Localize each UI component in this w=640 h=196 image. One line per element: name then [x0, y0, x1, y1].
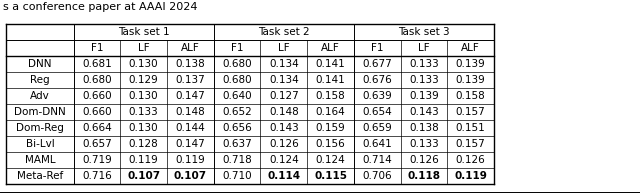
Text: Task set 3: Task set 3: [398, 26, 450, 37]
Text: 0.130: 0.130: [129, 123, 159, 133]
Text: 0.148: 0.148: [175, 107, 205, 117]
Text: 0.141: 0.141: [316, 75, 346, 85]
Text: 0.681: 0.681: [82, 59, 112, 69]
Text: 0.664: 0.664: [82, 123, 112, 133]
Text: 0.126: 0.126: [409, 155, 439, 165]
Text: MAML: MAML: [25, 155, 55, 165]
Text: 0.114: 0.114: [268, 171, 300, 181]
Text: 0.126: 0.126: [269, 139, 299, 149]
Text: 0.130: 0.130: [129, 59, 159, 69]
Text: Task set 1: Task set 1: [118, 26, 170, 37]
Text: 0.718: 0.718: [222, 155, 252, 165]
Text: 0.637: 0.637: [222, 139, 252, 149]
Text: 0.129: 0.129: [129, 75, 159, 85]
Text: F1: F1: [91, 43, 103, 53]
Text: 0.133: 0.133: [409, 75, 439, 85]
Text: 0.719: 0.719: [82, 155, 112, 165]
Text: 0.680: 0.680: [82, 75, 112, 85]
Text: 0.158: 0.158: [456, 91, 486, 101]
Text: 0.659: 0.659: [362, 123, 392, 133]
Text: 0.716: 0.716: [82, 171, 112, 181]
Text: 0.141: 0.141: [316, 59, 346, 69]
Text: 0.118: 0.118: [408, 171, 440, 181]
Text: 0.660: 0.660: [82, 91, 112, 101]
Text: 0.652: 0.652: [222, 107, 252, 117]
Text: Reg: Reg: [30, 75, 50, 85]
Text: s a conference paper at AAAI 2024: s a conference paper at AAAI 2024: [3, 2, 198, 12]
Text: 0.680: 0.680: [222, 59, 252, 69]
Text: LF: LF: [138, 43, 150, 53]
Text: 0.677: 0.677: [362, 59, 392, 69]
Text: 0.107: 0.107: [127, 171, 160, 181]
Text: 0.656: 0.656: [222, 123, 252, 133]
Text: Dom-Reg: Dom-Reg: [16, 123, 64, 133]
Text: 0.126: 0.126: [456, 155, 486, 165]
Text: 0.147: 0.147: [175, 139, 205, 149]
Text: 0.640: 0.640: [222, 91, 252, 101]
Text: 0.710: 0.710: [222, 171, 252, 181]
Text: Meta-Ref: Meta-Ref: [17, 171, 63, 181]
Text: 0.139: 0.139: [456, 59, 486, 69]
Text: ALF: ALF: [461, 43, 480, 53]
Text: 0.107: 0.107: [174, 171, 207, 181]
Text: 0.133: 0.133: [409, 139, 439, 149]
Text: 0.714: 0.714: [362, 155, 392, 165]
Text: 0.130: 0.130: [129, 91, 159, 101]
Text: 0.119: 0.119: [129, 155, 159, 165]
Text: 0.134: 0.134: [269, 59, 299, 69]
Text: ALF: ALF: [321, 43, 340, 53]
Text: 0.158: 0.158: [316, 91, 346, 101]
Text: 0.144: 0.144: [175, 123, 205, 133]
Text: 0.157: 0.157: [456, 139, 486, 149]
Text: 0.139: 0.139: [456, 75, 486, 85]
Text: 0.164: 0.164: [316, 107, 346, 117]
Text: 0.134: 0.134: [269, 75, 299, 85]
Text: 0.137: 0.137: [175, 75, 205, 85]
Text: 0.138: 0.138: [409, 123, 439, 133]
Text: 0.706: 0.706: [362, 171, 392, 181]
Text: 0.133: 0.133: [129, 107, 159, 117]
Text: 0.151: 0.151: [456, 123, 486, 133]
Text: Bi-Lvl: Bi-Lvl: [26, 139, 54, 149]
Text: 0.148: 0.148: [269, 107, 299, 117]
Text: Dom-DNN: Dom-DNN: [14, 107, 66, 117]
Text: 0.115: 0.115: [314, 171, 347, 181]
Text: 0.657: 0.657: [82, 139, 112, 149]
Text: 0.128: 0.128: [129, 139, 159, 149]
Text: 0.159: 0.159: [316, 123, 346, 133]
Text: 0.654: 0.654: [362, 107, 392, 117]
Text: 0.127: 0.127: [269, 91, 299, 101]
Text: 0.138: 0.138: [175, 59, 205, 69]
Text: 0.124: 0.124: [316, 155, 346, 165]
Text: 0.157: 0.157: [456, 107, 486, 117]
Text: F1: F1: [371, 43, 383, 53]
Text: 0.156: 0.156: [316, 139, 346, 149]
Text: 0.660: 0.660: [82, 107, 112, 117]
Text: Task set 2: Task set 2: [258, 26, 310, 37]
Text: Adv: Adv: [30, 91, 50, 101]
Text: 0.119: 0.119: [175, 155, 205, 165]
Text: F1: F1: [231, 43, 243, 53]
Text: 0.676: 0.676: [362, 75, 392, 85]
Text: 0.147: 0.147: [175, 91, 205, 101]
Text: 0.639: 0.639: [362, 91, 392, 101]
Text: DNN: DNN: [28, 59, 52, 69]
Text: LF: LF: [278, 43, 290, 53]
Text: 0.139: 0.139: [409, 91, 439, 101]
Text: 0.124: 0.124: [269, 155, 299, 165]
Text: 0.133: 0.133: [409, 59, 439, 69]
Text: 0.119: 0.119: [454, 171, 487, 181]
Text: 0.680: 0.680: [222, 75, 252, 85]
Text: 0.641: 0.641: [362, 139, 392, 149]
Text: 0.143: 0.143: [409, 107, 439, 117]
Text: ALF: ALF: [181, 43, 200, 53]
Text: LF: LF: [418, 43, 430, 53]
Text: 0.143: 0.143: [269, 123, 299, 133]
